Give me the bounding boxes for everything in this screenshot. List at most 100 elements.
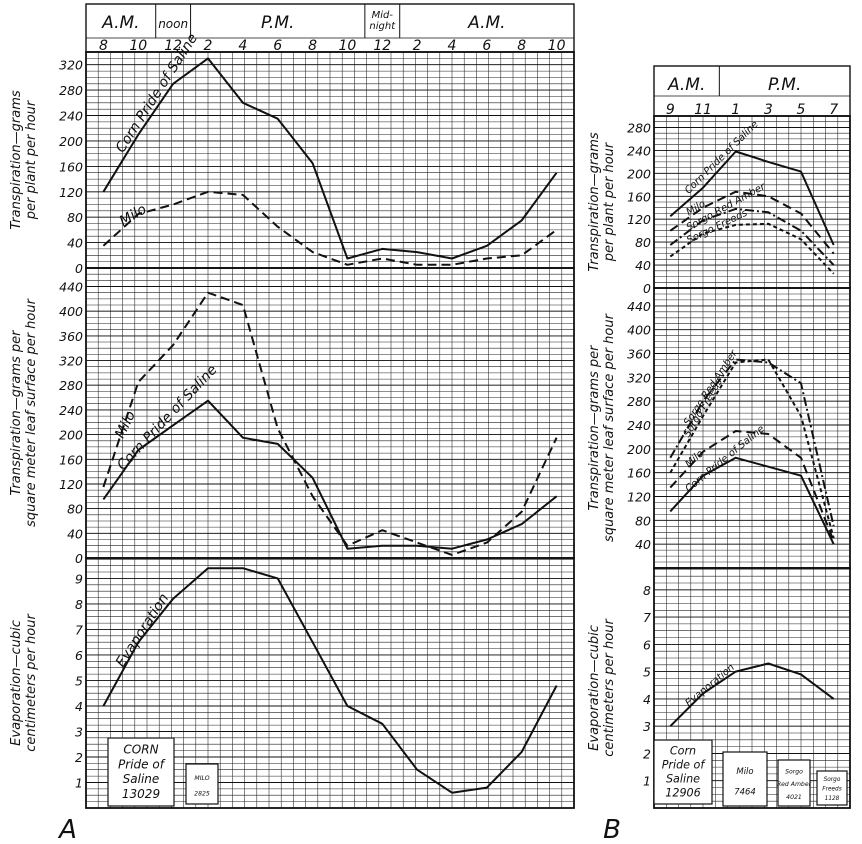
y-tick-label: 160 xyxy=(627,466,651,481)
legend-box-text: Pride of xyxy=(662,759,707,772)
y-tick-label: 240 xyxy=(627,143,651,158)
y-axis-label: Evaporation—cubic centimeters per hour xyxy=(587,618,617,757)
y-tick-label: 4 xyxy=(75,699,83,714)
legend-box-text: Corn xyxy=(670,745,696,758)
chart-A: A.M. noon P.M. Mid-night A.M.8 10 12 2 4 6 8 10 12 2 4… xyxy=(9,3,575,844)
y-tick-label: 9 xyxy=(75,571,83,586)
y-tick-label: 5 xyxy=(75,673,83,688)
period-label: A.M. xyxy=(467,13,505,33)
series-line xyxy=(669,222,835,275)
y-axis-label-line: Transpiration—grams xyxy=(587,132,602,272)
y-tick-label: 40 xyxy=(67,526,83,541)
period-label: noon xyxy=(158,17,188,31)
legend-box-frame xyxy=(816,770,848,806)
y-tick-label: 1 xyxy=(75,775,83,790)
y-tick-label: 120 xyxy=(627,490,651,505)
panel: 1 2 3 4 5 6 7 8 9 Evaporation—cubic centimeters pe… xyxy=(9,557,575,809)
series-line xyxy=(669,358,835,539)
y-tick-label: 280 xyxy=(627,394,651,409)
legend-box-text: Saline xyxy=(123,772,160,786)
x-tick-label: 12 xyxy=(373,38,391,54)
legend-box-text: Saline xyxy=(666,772,700,785)
y-axis-label: Transpiration—grams per square meter leaf… xyxy=(587,312,617,542)
y-tick-label: 2 xyxy=(75,750,83,765)
y-tick-label: 280 xyxy=(59,378,83,393)
x-tick-label: 1 xyxy=(731,102,740,118)
series-line xyxy=(669,358,835,527)
y-tick-label: 5 xyxy=(643,665,651,680)
legend-box: MILO 2825 xyxy=(185,763,219,805)
y-axis-label-line: centimeters per hour xyxy=(24,613,39,752)
legend-box-frame xyxy=(722,751,768,807)
x-tick-label: 8 xyxy=(517,38,526,54)
y-axis-label-line: per plant per hour xyxy=(602,141,617,262)
y-axis-label-line: Transpiration—grams per xyxy=(587,344,602,511)
y-axis-label-line: Evaporation—cubic xyxy=(587,625,602,751)
y-tick-label: 1 xyxy=(643,774,651,789)
series-label-text: Evaporation xyxy=(113,591,172,670)
grid xyxy=(654,116,850,288)
x-tick-label: 4 xyxy=(448,38,457,54)
x-tick-label: 8 xyxy=(99,38,108,54)
period-label: A.M. xyxy=(101,13,139,33)
panel: 0 40 80 120 160 200 240 280 320 360 400 440 Transpir… xyxy=(9,267,575,566)
x-tick-label: 8 xyxy=(308,38,317,54)
series-label: Evaporation xyxy=(113,591,172,670)
period-label: A.M. xyxy=(667,75,705,95)
series-line xyxy=(669,190,835,255)
legend-box-text: 4021 xyxy=(786,794,802,801)
y-tick-label: 240 xyxy=(59,109,83,124)
y-tick-label: 3 xyxy=(643,719,651,734)
legend-box-frame xyxy=(107,737,175,807)
y-tick-label: 7 xyxy=(75,622,83,637)
legend-box: Sorgo Freeds 1128 xyxy=(816,770,848,806)
series-line xyxy=(102,291,558,556)
y-tick-label: 7 xyxy=(643,610,651,625)
panel-frame xyxy=(85,557,575,809)
series-line xyxy=(669,662,835,727)
series-label: Milo xyxy=(117,201,150,229)
x-tick-label: 2 xyxy=(413,38,422,54)
y-tick-label: 320 xyxy=(627,370,651,385)
panel: 0 40 80 120 160 200 240 280 Transpiration—grams p… xyxy=(587,115,851,296)
series-label: Sorgo Freeds xyxy=(682,377,725,439)
grid xyxy=(654,288,850,568)
y-axis-label-line: square meter leaf surface per hour xyxy=(602,312,617,542)
y-tick-label: 120 xyxy=(59,185,83,200)
y-tick-label: 240 xyxy=(627,418,651,433)
y-tick-label: 80 xyxy=(67,210,83,225)
y-tick-label: 200 xyxy=(627,166,651,181)
y-tick-label: 200 xyxy=(59,134,83,149)
period-label: P.M. xyxy=(768,75,801,95)
series-label-text: Evaporation xyxy=(683,662,736,709)
y-tick-label: 200 xyxy=(59,428,83,443)
y-axis-label: Evaporation—cubic centimeters per hour xyxy=(9,613,39,752)
y-tick-label: 0 xyxy=(643,281,651,296)
legend-box-text: 12906 xyxy=(665,786,700,799)
x-tick-label: 12 xyxy=(164,38,182,54)
y-tick-label: 440 xyxy=(627,299,651,314)
x-tick-label: 10 xyxy=(339,38,357,54)
legend-box-text: Sorgo xyxy=(785,768,803,775)
y-tick-label: 360 xyxy=(59,329,83,344)
y-tick-label: 160 xyxy=(627,189,651,204)
series-line xyxy=(102,57,558,260)
series-line xyxy=(102,567,558,794)
y-axis-label: Transpiration—grams per plant per hour xyxy=(9,90,39,230)
y-axis-label-line: per plant per hour xyxy=(24,99,39,220)
legend-box-text: Red Amber xyxy=(777,781,812,788)
period-label: Mid- xyxy=(372,10,394,21)
x-tick-label: 3 xyxy=(764,102,773,118)
y-tick-label: 0 xyxy=(75,551,83,566)
y-tick-label: 3 xyxy=(75,724,83,739)
period-label: P.M. xyxy=(261,13,294,33)
y-axis-label: Transpiration—grams per plant per hour xyxy=(587,132,617,272)
series-line xyxy=(669,430,835,542)
x-tick-label: 7 xyxy=(829,102,838,118)
legend-box-text: CORN xyxy=(123,743,158,757)
y-tick-label: 80 xyxy=(635,513,651,528)
x-tick-label: 5 xyxy=(797,102,806,118)
chart-letter: A xyxy=(57,815,77,844)
series-line xyxy=(669,150,835,246)
legend-box-text: 7464 xyxy=(734,787,756,797)
